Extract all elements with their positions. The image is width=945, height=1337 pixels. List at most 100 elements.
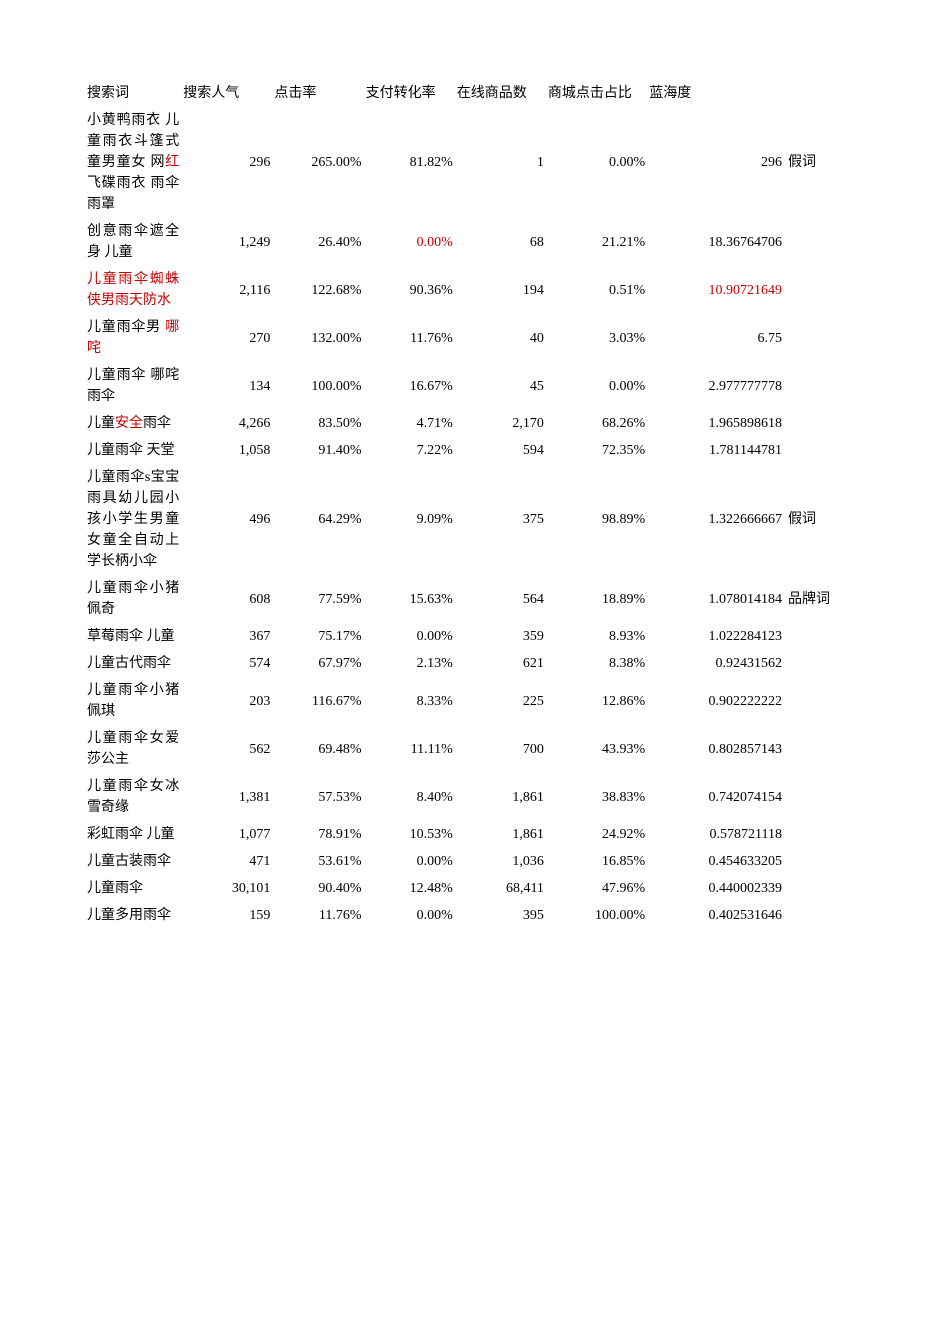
cell-tag bbox=[784, 677, 860, 725]
cell-ctr: 132.00% bbox=[272, 314, 363, 362]
cell-ctr: 90.40% bbox=[272, 875, 363, 902]
cell-keyword: 草莓雨伞 儿童 bbox=[85, 623, 181, 650]
col-header-conversion: 支付转化率 bbox=[364, 80, 455, 107]
cell-blue: 0.742074154 bbox=[647, 773, 784, 821]
cell-tag bbox=[784, 650, 860, 677]
cell-popularity: 1,249 bbox=[181, 218, 272, 266]
cell-conversion: 90.36% bbox=[364, 266, 455, 314]
cell-tag bbox=[784, 437, 860, 464]
cell-conversion: 10.53% bbox=[364, 821, 455, 848]
table-row: 儿童雨伞女爱莎公主56269.48%11.11%70043.93%0.80285… bbox=[85, 725, 860, 773]
cell-mallctr: 43.93% bbox=[546, 725, 647, 773]
table-row: 儿童雨伞30,10190.40%12.48%68,41147.96%0.4400… bbox=[85, 875, 860, 902]
cell-tag bbox=[784, 848, 860, 875]
cell-ctr: 77.59% bbox=[272, 575, 363, 623]
table-row: 儿童雨伞男 哪咤270132.00%11.76%403.03%6.75 bbox=[85, 314, 860, 362]
col-header-mallctr: 商城点击占比 bbox=[546, 80, 647, 107]
keyword-text: 儿童多用雨伞 bbox=[87, 908, 171, 923]
cell-blue: 6.75 bbox=[647, 314, 784, 362]
cell-blue: 1.965898618 bbox=[647, 410, 784, 437]
cell-tag: 品牌词 bbox=[784, 575, 860, 623]
cell-mallctr: 8.38% bbox=[546, 650, 647, 677]
cell-items: 564 bbox=[455, 575, 546, 623]
cell-items: 40 bbox=[455, 314, 546, 362]
cell-keyword: 儿童雨伞s宝宝雨具幼儿园小孩小学生男童女童全自动上学长柄小伞 bbox=[85, 464, 181, 575]
cell-items: 700 bbox=[455, 725, 546, 773]
cell-conversion: 8.33% bbox=[364, 677, 455, 725]
cell-mallctr: 72.35% bbox=[546, 437, 647, 464]
cell-blue: 0.802857143 bbox=[647, 725, 784, 773]
keyword-text: 创意雨伞遮全身 儿童 bbox=[87, 224, 179, 260]
cell-items: 395 bbox=[455, 902, 546, 929]
cell-ctr: 116.67% bbox=[272, 677, 363, 725]
table-row: 儿童雨伞蜘蛛侠男雨天防水2,116122.68%90.36%1940.51%10… bbox=[85, 266, 860, 314]
cell-mallctr: 47.96% bbox=[546, 875, 647, 902]
keyword-text: 飞碟雨衣 雨伞 雨罩 bbox=[87, 176, 179, 212]
cell-items: 359 bbox=[455, 623, 546, 650]
cell-items: 1,861 bbox=[455, 821, 546, 848]
table-row: 草莓雨伞 儿童36775.17%0.00%3598.93%1.022284123 bbox=[85, 623, 860, 650]
cell-blue: 0.454633205 bbox=[647, 848, 784, 875]
col-header-popularity: 搜索人气 bbox=[181, 80, 272, 107]
keyword-text: 儿童雨伞 天堂 bbox=[87, 443, 175, 458]
cell-mallctr: 0.00% bbox=[546, 107, 647, 218]
cell-blue: 0.578721118 bbox=[647, 821, 784, 848]
cell-ctr: 69.48% bbox=[272, 725, 363, 773]
keyword-text: 彩虹雨伞 儿童 bbox=[87, 827, 175, 842]
cell-conversion: 2.13% bbox=[364, 650, 455, 677]
cell-tag bbox=[784, 266, 860, 314]
col-header-ctr: 点击率 bbox=[272, 80, 363, 107]
table-row: 儿童雨伞 天堂1,05891.40%7.22%59472.35%1.781144… bbox=[85, 437, 860, 464]
table-header-row: 搜索词 搜索人气 点击率 支付转化率 在线商品数 商城点击占比 蓝海度 bbox=[85, 80, 860, 107]
cell-mallctr: 98.89% bbox=[546, 464, 647, 575]
cell-tag: 假词 bbox=[784, 107, 860, 218]
cell-keyword: 儿童雨伞小猪佩琪 bbox=[85, 677, 181, 725]
cell-keyword: 儿童安全雨伞 bbox=[85, 410, 181, 437]
cell-tag bbox=[784, 902, 860, 929]
cell-keyword: 儿童雨伞蜘蛛侠男雨天防水 bbox=[85, 266, 181, 314]
cell-keyword: 儿童古装雨伞 bbox=[85, 848, 181, 875]
cell-conversion: 0.00% bbox=[364, 848, 455, 875]
cell-tag bbox=[784, 362, 860, 410]
keyword-text: 雨伞 bbox=[143, 416, 171, 431]
cell-ctr: 57.53% bbox=[272, 773, 363, 821]
cell-conversion: 7.22% bbox=[364, 437, 455, 464]
cell-items: 45 bbox=[455, 362, 546, 410]
col-header-keyword: 搜索词 bbox=[85, 80, 181, 107]
cell-tag bbox=[784, 623, 860, 650]
cell-tag bbox=[784, 725, 860, 773]
cell-keyword: 儿童多用雨伞 bbox=[85, 902, 181, 929]
cell-mallctr: 8.93% bbox=[546, 623, 647, 650]
keyword-text: 儿童古装雨伞 bbox=[87, 854, 171, 869]
keyword-text: 儿童雨伞女爱莎公主 bbox=[87, 731, 179, 767]
cell-blue: 1.078014184 bbox=[647, 575, 784, 623]
table-row: 小黄鸭雨衣 儿童雨衣斗篷式 童男童女 网红飞碟雨衣 雨伞 雨罩296265.00… bbox=[85, 107, 860, 218]
cell-keyword: 彩虹雨伞 儿童 bbox=[85, 821, 181, 848]
cell-keyword: 儿童雨伞小猪佩奇 bbox=[85, 575, 181, 623]
cell-conversion: 0.00% bbox=[364, 623, 455, 650]
cell-ctr: 75.17% bbox=[272, 623, 363, 650]
cell-keyword: 儿童雨伞女爱莎公主 bbox=[85, 725, 181, 773]
table-row: 儿童安全雨伞4,26683.50%4.71%2,17068.26%1.96589… bbox=[85, 410, 860, 437]
cell-keyword: 创意雨伞遮全身 儿童 bbox=[85, 218, 181, 266]
cell-items: 225 bbox=[455, 677, 546, 725]
table-row: 儿童古代雨伞57467.97%2.13%6218.38%0.92431562 bbox=[85, 650, 860, 677]
cell-mallctr: 3.03% bbox=[546, 314, 647, 362]
cell-blue: 0.92431562 bbox=[647, 650, 784, 677]
cell-items: 68,411 bbox=[455, 875, 546, 902]
cell-items: 2,170 bbox=[455, 410, 546, 437]
keyword-text: 儿童雨伞s宝宝雨具幼儿园小孩小学生男童女童全自动上学长柄小伞 bbox=[87, 470, 179, 569]
cell-conversion: 16.67% bbox=[364, 362, 455, 410]
cell-tag bbox=[784, 875, 860, 902]
cell-mallctr: 0.00% bbox=[546, 362, 647, 410]
cell-ctr: 64.29% bbox=[272, 464, 363, 575]
cell-popularity: 2,116 bbox=[181, 266, 272, 314]
keyword-text: 儿童雨伞蜘蛛侠男雨天防水 bbox=[87, 272, 179, 308]
col-header-blue: 蓝海度 bbox=[647, 80, 784, 107]
cell-tag bbox=[784, 314, 860, 362]
keyword-text: 安全 bbox=[115, 416, 143, 431]
cell-popularity: 367 bbox=[181, 623, 272, 650]
cell-items: 594 bbox=[455, 437, 546, 464]
cell-popularity: 1,058 bbox=[181, 437, 272, 464]
keyword-text: 儿童 bbox=[87, 416, 115, 431]
